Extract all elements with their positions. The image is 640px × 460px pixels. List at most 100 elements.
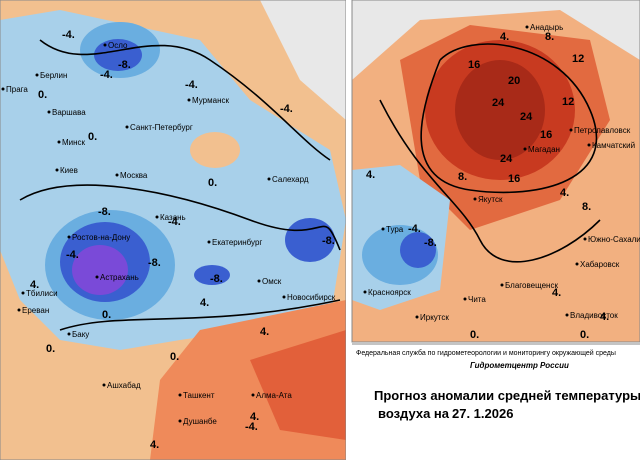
isoline-label: 24 xyxy=(500,153,513,165)
city-label: Якутск xyxy=(478,195,503,204)
city-label: Благовещенск xyxy=(505,281,558,290)
isoline-label: -8. xyxy=(424,237,437,249)
city-dot xyxy=(207,240,211,244)
city-label: Астрахань xyxy=(100,273,139,282)
city-label: Омск xyxy=(262,277,282,286)
city-label: Ереван xyxy=(22,306,49,315)
isoline-label: 0. xyxy=(170,351,179,363)
isoline-label: -8. xyxy=(210,273,223,285)
city-dot xyxy=(381,227,385,231)
city-label: Южно-Сахалинск xyxy=(588,235,640,244)
isoline-label: -4. xyxy=(245,421,258,433)
isoline-label: 0. xyxy=(470,329,479,341)
city-label: Екатеринбург xyxy=(212,238,262,247)
city-dot xyxy=(569,128,573,132)
city-dot xyxy=(525,25,529,29)
isoline-label: -4. xyxy=(408,223,421,235)
right-map xyxy=(352,0,640,342)
city-dot xyxy=(155,215,159,219)
city-dot xyxy=(115,173,119,177)
city-label: Душанбе xyxy=(183,417,217,426)
city-label: Берлин xyxy=(40,71,67,80)
isoline-label: 0. xyxy=(102,309,111,321)
city-label: Санкт-Петербург xyxy=(130,123,193,132)
isoline-label: -4. xyxy=(185,79,198,91)
isoline-label: -8. xyxy=(148,257,161,269)
city-dot xyxy=(57,140,61,144)
city-dot xyxy=(21,291,25,295)
city-dot xyxy=(587,143,591,147)
city-dot xyxy=(178,419,182,423)
isoline-label: -4. xyxy=(280,103,293,115)
city-label: Варшава xyxy=(52,108,86,117)
city-dot xyxy=(257,279,261,283)
city-dot xyxy=(17,308,21,312)
city-label: Красноярск xyxy=(368,288,411,297)
city-label: Анадырь xyxy=(530,23,563,32)
isoline-label: 8. xyxy=(582,201,591,213)
center: Гидрометцентр России xyxy=(470,361,569,370)
city-label: Прага xyxy=(6,85,28,94)
city-label: Алма-Ата xyxy=(256,391,292,400)
isoline-label: 16 xyxy=(468,59,480,71)
city-label: Киев xyxy=(60,166,78,175)
city-label: Владивосток xyxy=(570,311,618,320)
city-dot xyxy=(473,197,477,201)
isoline-label: 4. xyxy=(600,311,609,323)
isoline-label: 4. xyxy=(552,287,561,299)
city-dot xyxy=(187,98,191,102)
city-dot xyxy=(282,295,286,299)
city-label: Баку xyxy=(72,330,89,339)
city-label: Чита xyxy=(468,295,486,304)
isoline-label: 12 xyxy=(562,96,574,108)
isoline-label: 4. xyxy=(560,187,569,199)
city-label: Ростов-на-Дону xyxy=(72,233,130,242)
isoline-label: 0. xyxy=(46,343,55,355)
city-label: Магадан xyxy=(528,145,560,154)
city-label: Тбилиси xyxy=(26,289,58,298)
city-label: Москва xyxy=(120,171,148,180)
city-label: Тура xyxy=(386,225,404,234)
isoline-label: 0. xyxy=(38,89,47,101)
city-label: Хабаровск xyxy=(580,260,620,269)
city-dot xyxy=(575,262,579,266)
city-label: Камчатский xyxy=(592,141,635,150)
city-dot xyxy=(35,73,39,77)
city-label: Новосибирск xyxy=(287,293,336,302)
isoline-label: -8. xyxy=(98,206,111,218)
city-label: Казань xyxy=(160,213,186,222)
isoline-label: -4. xyxy=(62,29,75,41)
city-dot xyxy=(55,168,59,172)
city-dot xyxy=(500,283,504,287)
left-map xyxy=(0,0,346,460)
isoline-label: 0. xyxy=(580,329,589,341)
isoline-label: 0. xyxy=(88,131,97,143)
isoline-label: 4. xyxy=(500,31,509,43)
city-dot xyxy=(251,393,255,397)
isoline-label: -4. xyxy=(66,249,79,261)
city-dot xyxy=(103,43,107,47)
isoline-label: 16 xyxy=(540,129,552,141)
city-label: Осло xyxy=(108,41,128,50)
city-dot xyxy=(523,147,527,151)
isoline-label: 4. xyxy=(200,297,209,309)
city-label: Ашхабад xyxy=(107,381,141,390)
city-label: Ташкент xyxy=(183,391,215,400)
city-label: Салехард xyxy=(272,175,309,184)
isoline-label: 4. xyxy=(366,169,375,181)
isoline-label: -8. xyxy=(118,59,131,71)
city-dot xyxy=(565,313,569,317)
isoline-label: 4. xyxy=(150,439,159,451)
city-dot xyxy=(67,332,71,336)
isoline-label: -4. xyxy=(100,69,113,81)
isoline-label: 12 xyxy=(572,53,584,65)
isoline-label: 16 xyxy=(508,173,520,185)
city-label: Минск xyxy=(62,138,86,147)
isoline-label: -4. xyxy=(168,216,181,228)
city-dot xyxy=(125,125,129,129)
city-dot xyxy=(95,275,99,279)
city-dot xyxy=(47,110,51,114)
subtitle-label: воздуха на xyxy=(378,406,450,421)
city-dot xyxy=(1,87,5,91)
